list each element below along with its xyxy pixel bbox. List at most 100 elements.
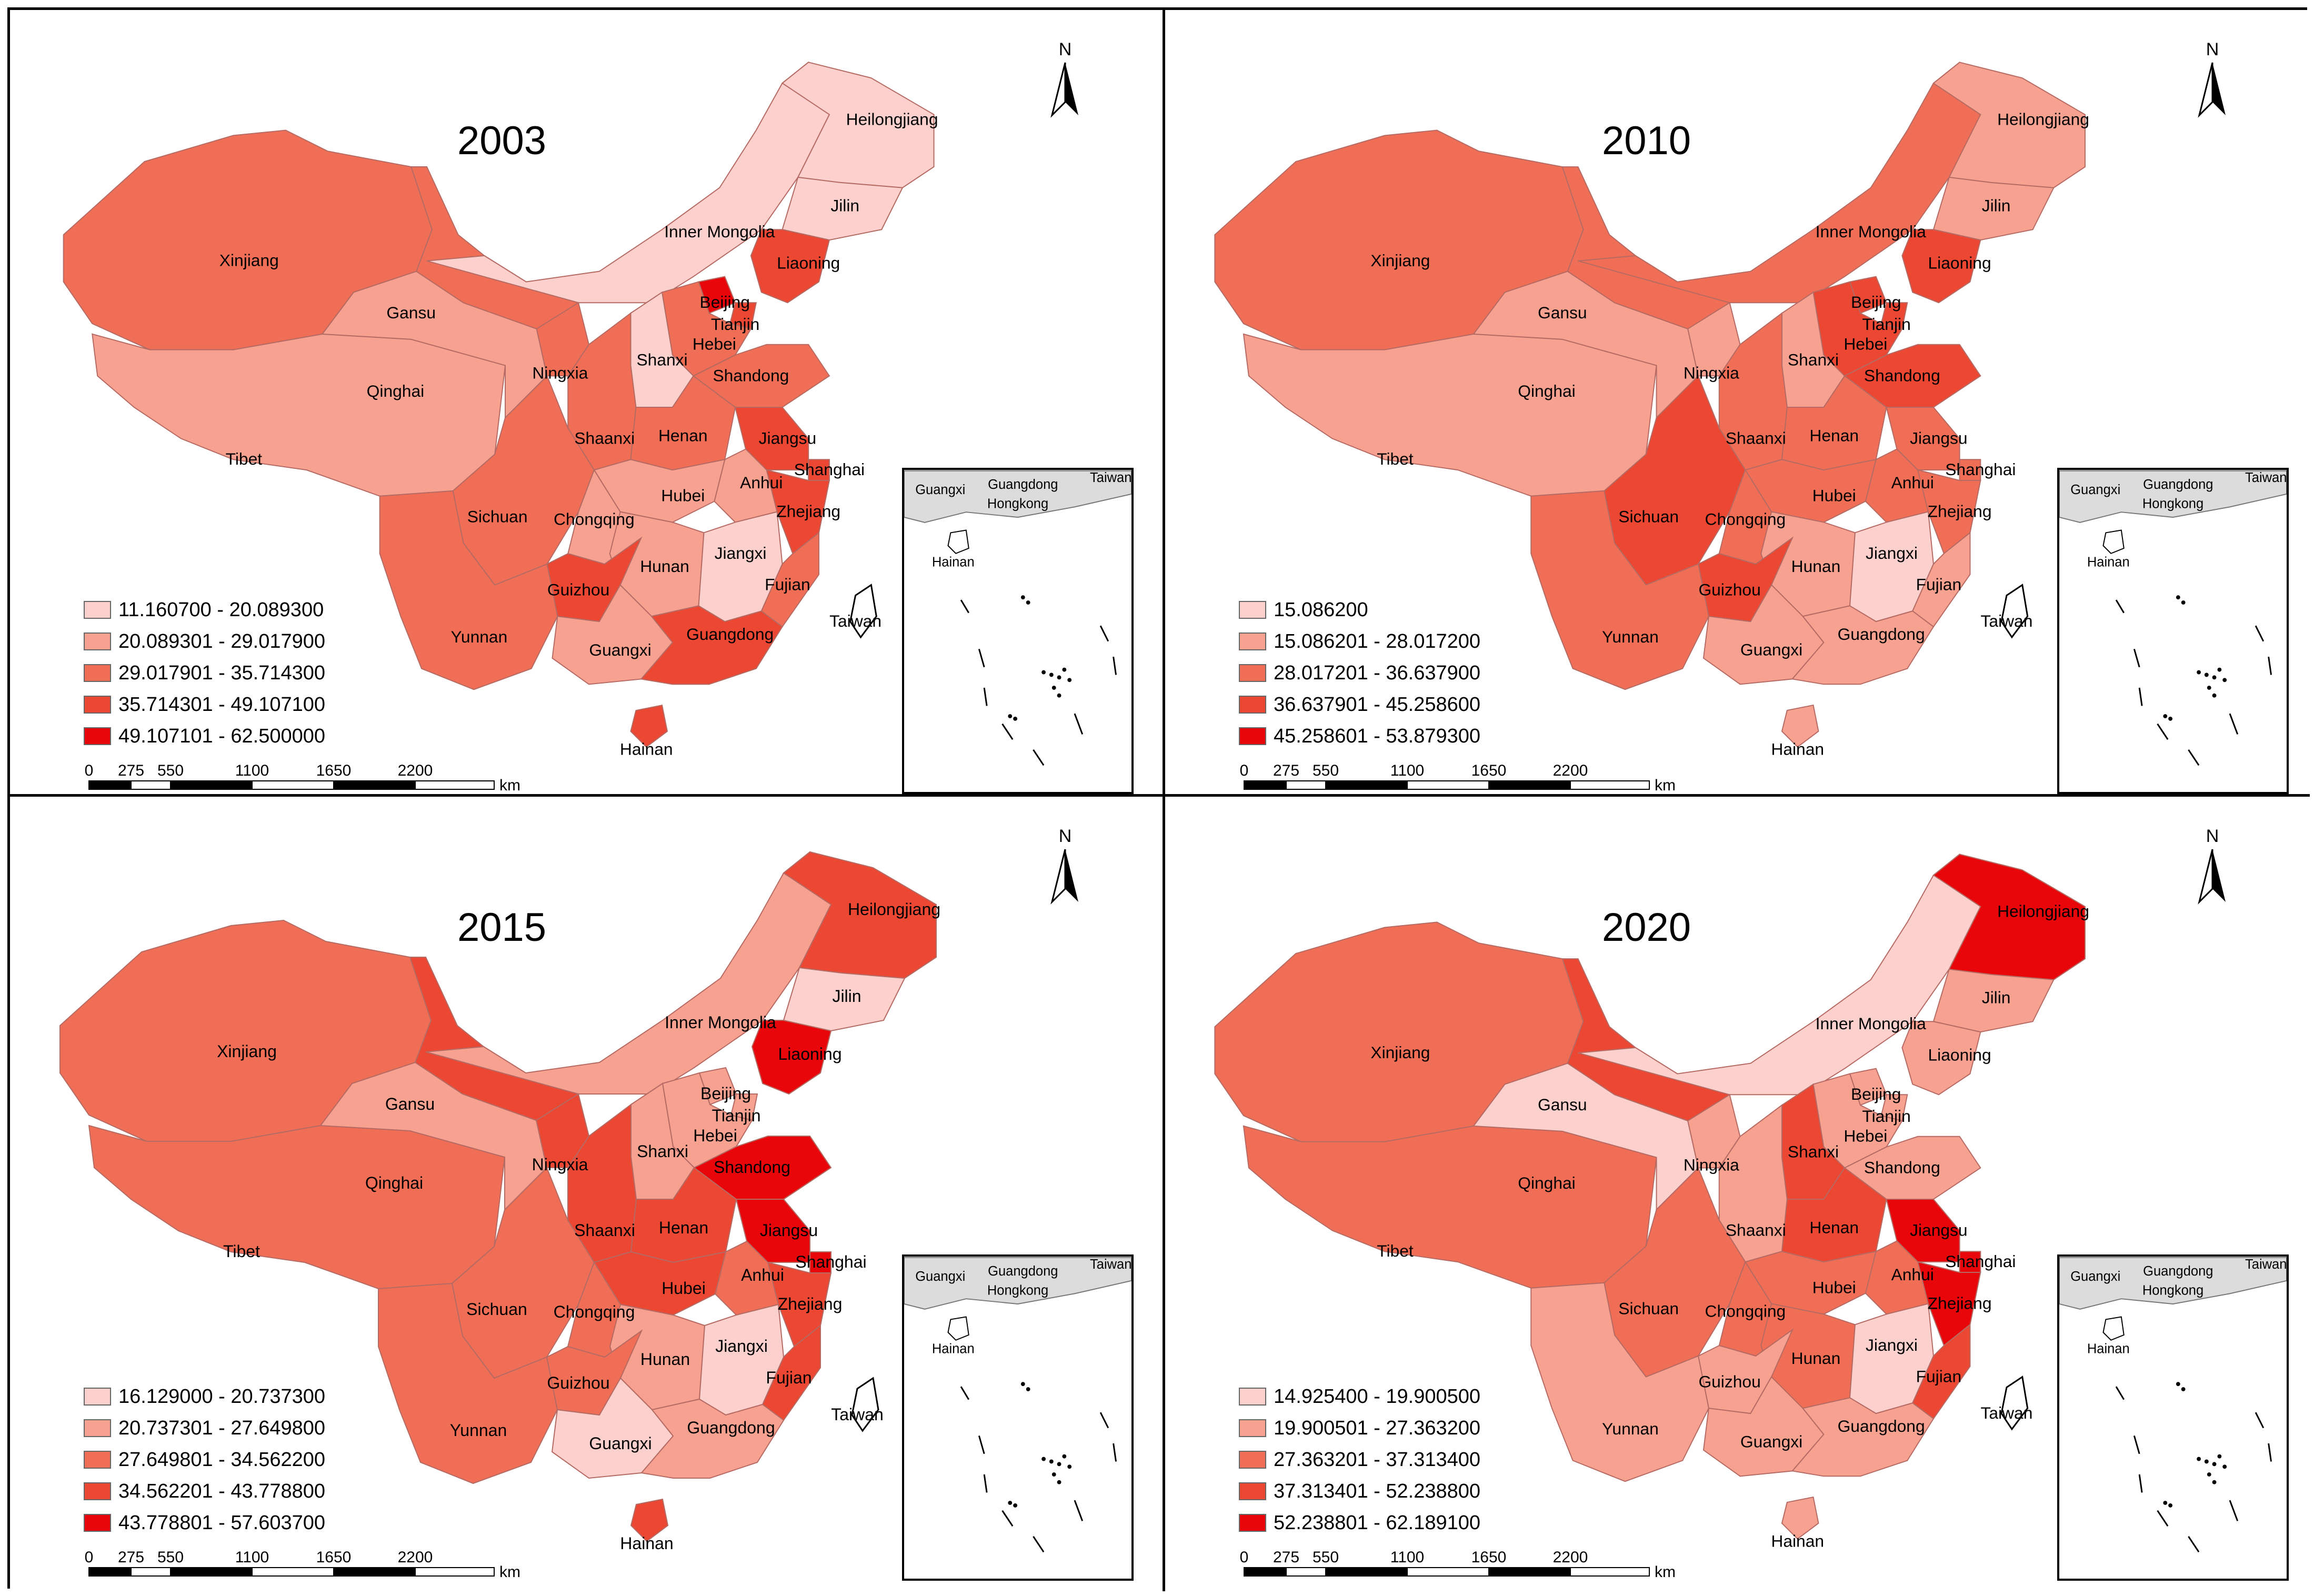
- label-qinghai: Qinghai: [1518, 1173, 1576, 1192]
- label-shaanxi: Shaanxi: [1726, 428, 1786, 447]
- label-guangxi: Guangxi: [1740, 640, 1802, 659]
- legend-label: 43.778801 - 57.603700: [118, 1512, 326, 1534]
- label-yunnan: Yunnan: [450, 1421, 507, 1440]
- map-panel-2010: Xinjiang Tibet Qinghai Gansu Inner Mongolia H…: [1165, 10, 2310, 797]
- label-hainan: Hainan: [620, 1534, 673, 1553]
- legend-label: 27.363201 - 37.313400: [1274, 1449, 1481, 1471]
- legend-item: 43.778801 - 57.603700: [84, 1507, 325, 1539]
- inset-label-hainan: Hainan: [2087, 1341, 2130, 1356]
- legend-label: 16.129000 - 20.737300: [118, 1386, 326, 1408]
- legend-item: 27.649801 - 34.562200: [84, 1444, 325, 1475]
- legend-label: 11.160700 - 20.089300: [118, 599, 324, 621]
- scale-tick: 1650: [1471, 1549, 1507, 1566]
- label-heilongjiang: Heilongjiang: [1997, 902, 2089, 921]
- label-jiangsu: Jiangsu: [1910, 428, 1968, 447]
- legend: 16.129000 - 20.737300 20.737301 - 27.6498…: [84, 1381, 325, 1539]
- label-hubei: Hubei: [662, 1279, 706, 1298]
- inset-label-hongkong: Hongkong: [987, 1283, 1048, 1298]
- label-ningxia: Ningxia: [1684, 363, 1739, 382]
- legend-item: 37.313401 - 52.238800: [1239, 1475, 1480, 1507]
- north-label: N: [2206, 39, 2219, 59]
- label-gansu: Gansu: [1538, 1095, 1587, 1114]
- label-fujian: Fujian: [766, 1368, 812, 1387]
- label-heilongjiang: Heilongjiang: [1997, 110, 2089, 129]
- choropleth-map: Xinjiang Tibet Qinghai Gansu Inner Mongolia H…: [63, 61, 938, 758]
- region-guangdong: [640, 605, 783, 685]
- region-liaoning: [751, 1020, 832, 1095]
- label-shanxi: Shanxi: [636, 350, 687, 369]
- region-taiwan: [2000, 584, 2029, 639]
- legend-item: 15.086201 - 28.017200: [1239, 626, 1480, 657]
- label-zhejiang: Zhejiang: [1928, 1293, 1992, 1312]
- label-jiangsu: Jiangsu: [760, 1221, 818, 1240]
- label-hebei: Hebei: [693, 335, 736, 354]
- label-inner-mongolia: Inner Mongolia: [1816, 222, 1926, 241]
- label-guangdong: Guangdong: [687, 1418, 775, 1437]
- label-tibet: Tibet: [1377, 449, 1414, 468]
- legend-item: 20.089301 - 29.017900: [84, 626, 325, 657]
- legend-label: 14.925400 - 19.900500: [1274, 1386, 1481, 1408]
- label-zhejiang: Zhejiang: [1928, 501, 1992, 520]
- label-henan: Henan: [1809, 1218, 1859, 1237]
- legend-item: 27.363201 - 37.313400: [1239, 1444, 1480, 1475]
- inset-label-hainan: Hainan: [932, 555, 975, 569]
- region-guangdong: [640, 1398, 785, 1479]
- label-shanxi: Shanxi: [1788, 350, 1839, 369]
- scale-tick: 550: [1313, 762, 1339, 779]
- label-hainan: Hainan: [1771, 1531, 1824, 1550]
- label-hunan: Hunan: [1791, 557, 1841, 576]
- south-china-sea-inset: Guangxi Guangdong Hongkong Taiwan Hainan: [2057, 1254, 2289, 1581]
- inset-label-guangxi: Guangxi: [915, 483, 965, 497]
- legend-item: 16.129000 - 20.737300: [84, 1381, 325, 1412]
- choropleth-map: Xinjiang Tibet Qinghai Gansu Inner Mongolia H…: [1214, 853, 2089, 1550]
- choropleth-map: Xinjiang Tibet Qinghai Gansu Inner Mongolia H…: [1214, 61, 2089, 758]
- north-label: N: [1059, 39, 1072, 59]
- legend-swatch: [1239, 1451, 1266, 1469]
- region-heilongjiang: [1932, 854, 2086, 980]
- label-henan: Henan: [1809, 426, 1859, 445]
- legend-swatch: [1239, 633, 1266, 650]
- region-tibet: [1243, 333, 1657, 497]
- region-yunnan: [378, 1282, 558, 1484]
- label-xinjiang: Xinjiang: [219, 251, 279, 270]
- inset-label-hainan: Hainan: [932, 1341, 975, 1356]
- region-liaoning: [1901, 1021, 1981, 1096]
- region-tibet: [92, 333, 506, 497]
- legend-item: 49.107101 - 62.500000: [84, 720, 325, 752]
- label-hunan: Hunan: [1791, 1349, 1841, 1368]
- label-gansu: Gansu: [385, 1095, 435, 1113]
- north-arrow-icon: N: [2198, 826, 2226, 905]
- label-shanghai: Shanghai: [795, 1252, 866, 1271]
- label-anhui: Anhui: [1891, 473, 1934, 492]
- label-guizhou: Guizhou: [547, 580, 609, 599]
- label-shandong: Shandong: [1864, 366, 1940, 385]
- map-panel-2020: Xinjiang Tibet Qinghai Gansu Inner Mongolia H…: [1165, 797, 2310, 1591]
- scale-tick: 2200: [1553, 1549, 1588, 1566]
- legend-label: 35.714301 - 49.107100: [118, 694, 326, 716]
- label-anhui: Anhui: [740, 473, 783, 492]
- label-shanxi: Shanxi: [637, 1142, 688, 1161]
- scale-tick: 0: [85, 1549, 94, 1566]
- scale-tick: 0: [85, 762, 94, 779]
- region-hainan: [1781, 704, 1819, 748]
- label-shanghai: Shanghai: [1945, 1252, 2016, 1271]
- label-xinjiang: Xinjiang: [217, 1042, 277, 1061]
- legend-swatch: [1239, 1514, 1266, 1532]
- label-tibet: Tibet: [1377, 1241, 1414, 1260]
- legend-item: 11.160700 - 20.089300: [84, 594, 325, 626]
- south-china-sea-inset: Guangxi Guangdong Hongkong Taiwan Hainan: [902, 1254, 1134, 1581]
- legend-label: 45.258601 - 53.879300: [1274, 725, 1481, 747]
- label-qinghai: Qinghai: [365, 1173, 423, 1192]
- inset-label-guangdong: Guangdong: [988, 477, 1058, 492]
- legend-swatch: [84, 1482, 111, 1500]
- legend-label: 37.313401 - 52.238800: [1274, 1480, 1481, 1502]
- scale-unit: km: [1655, 777, 1676, 794]
- label-beijing: Beijing: [700, 1084, 751, 1103]
- label-jilin: Jilin: [832, 987, 861, 1006]
- legend-swatch: [84, 1388, 111, 1406]
- label-henan: Henan: [659, 1218, 708, 1237]
- scale-tick: 275: [118, 1549, 144, 1566]
- inset-label-guangdong: Guangdong: [988, 1264, 1058, 1279]
- legend-item: 29.017901 - 35.714300: [84, 657, 325, 689]
- scale-tick: 275: [1273, 762, 1299, 779]
